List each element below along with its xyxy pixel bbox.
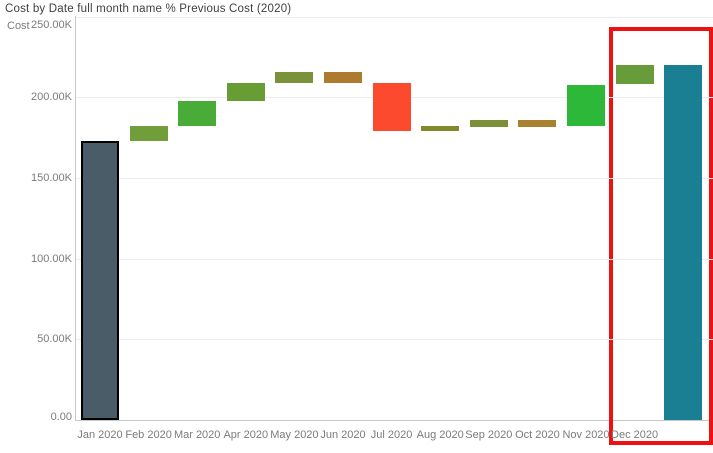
bar-aug-2020[interactable] [421,126,460,132]
x-tick-label-jun-2020: Jun 2020 [320,429,366,441]
x-tick-label-sep-2020: Sep 2020 [465,429,513,441]
bar-total[interactable] [664,65,703,420]
gridline-250.00K [76,16,713,18]
bar-feb-2020[interactable] [129,126,168,141]
y-tick-label-200.00K: 200.00K [31,91,72,104]
bar-oct-2020[interactable] [518,120,557,127]
x-tick-label-feb-2020: Feb 2020 [125,429,172,441]
x-tick-label-aug-2020: Aug 2020 [416,429,464,441]
x-tick-label-mar-2020: Mar 2020 [173,429,221,441]
bar-mar-2020[interactable] [178,100,217,127]
gridline-150.00K [76,178,713,180]
x-tick-label-may-2020: May 2020 [270,429,319,441]
y-tick-label-100.00K: 100.00K [31,252,72,265]
gridline-100.00K [76,258,713,260]
bar-jun-2020[interactable] [324,71,362,83]
x-tick-label-apr-2020: Apr 2020 [223,429,269,441]
bar-may-2020[interactable] [275,71,314,83]
bar-apr-2020[interactable] [226,82,265,101]
x-tick-label-jul-2020: Jul 2020 [370,429,413,441]
chart-title: Cost by Date full month name % Previous … [5,3,292,15]
x-axis-line [75,420,713,421]
bar-jan-2020[interactable] [81,141,119,420]
x-tick-label-nov-2020: Nov 2020 [562,429,610,441]
bar-sep-2020[interactable] [469,120,508,127]
y-axis-line [75,16,76,420]
x-tick-label-dec-2020: Dec 2020 [611,429,659,441]
y-tick-label-150.00K: 150.00K [31,172,72,185]
y-tick-label-0.00: 0.00 [50,411,72,423]
x-tick-label-jan-2020: Jan 2020 [77,429,123,441]
y-tick-label-250.00K: 250.00K [31,19,72,31]
gridline-50.00K [76,339,713,341]
bar-dec-2020[interactable] [615,65,654,85]
y-axis-title: Cost [7,20,30,32]
y-tick-label-50.00K: 50.00K [37,333,72,346]
bar-nov-2020[interactable] [567,84,605,127]
x-tick-label-oct-2020: Oct 2020 [515,429,560,441]
bar-jul-2020[interactable] [372,82,411,132]
